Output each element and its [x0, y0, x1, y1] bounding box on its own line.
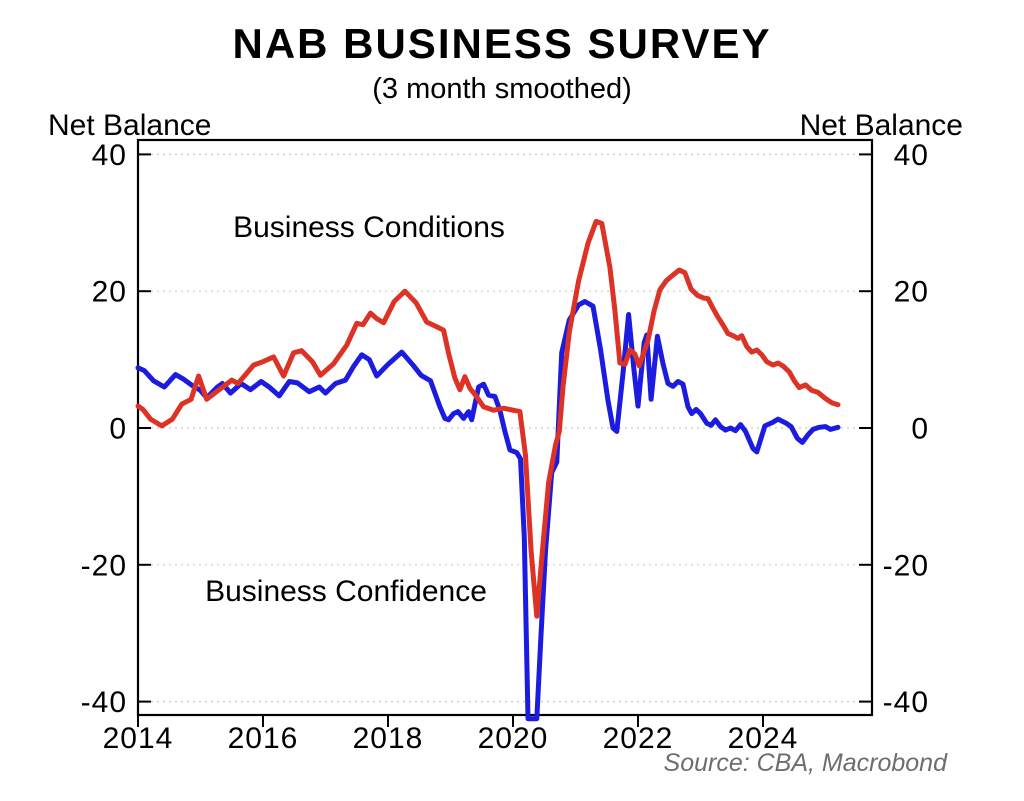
y-axis-tick-label-right: 40	[894, 139, 929, 172]
axis-ticks	[137, 153, 871, 727]
x-axis-tick-label: 2016	[228, 722, 299, 755]
x-axis-tick-label: 2014	[103, 722, 174, 755]
y-axis-tick-label-left: -40	[81, 686, 127, 719]
business-conditions-line	[135, 218, 841, 619]
x-axis-tick-label: 2018	[353, 722, 424, 755]
source-note: Source: CBA, Macrobond	[664, 749, 949, 777]
business-confidence-label: Business Confidence	[205, 575, 487, 608]
y-axis-tick-label-left: -20	[81, 549, 127, 582]
plot-frame	[136, 138, 874, 717]
business-conditions-label: Business Conditions	[233, 211, 505, 244]
y-axis-tick-label-left: 40	[92, 139, 127, 172]
x-axis-tick-label: 2020	[478, 722, 549, 755]
chart-title: NAB BUSINESS SURVEY	[232, 20, 771, 67]
y-axis-tick-label-right: 20	[894, 276, 929, 309]
y-axis-title-left: Net Balance	[48, 109, 211, 142]
y-axis-tick-label-right: -20	[883, 549, 929, 582]
y-axis-tick-label-left: 20	[92, 276, 127, 309]
y-axis-title-right: Net Balance	[800, 109, 963, 142]
y-axis-tick-label-right: 0	[911, 413, 929, 446]
x-axis-tick-label: 2022	[603, 722, 674, 755]
y-axis-tick-label-right: -40	[883, 686, 929, 719]
chart-subtitle: (3 month smoothed)	[372, 73, 632, 105]
business-confidence-line	[135, 299, 841, 722]
x-axis-tick-label: 2024	[728, 722, 799, 755]
y-axis-tick-label-left: 0	[109, 413, 127, 446]
chart-text-labels: NAB BUSINESS SURVEY (3 month smoothed) N…	[48, 20, 963, 777]
series-lines	[135, 218, 841, 722]
